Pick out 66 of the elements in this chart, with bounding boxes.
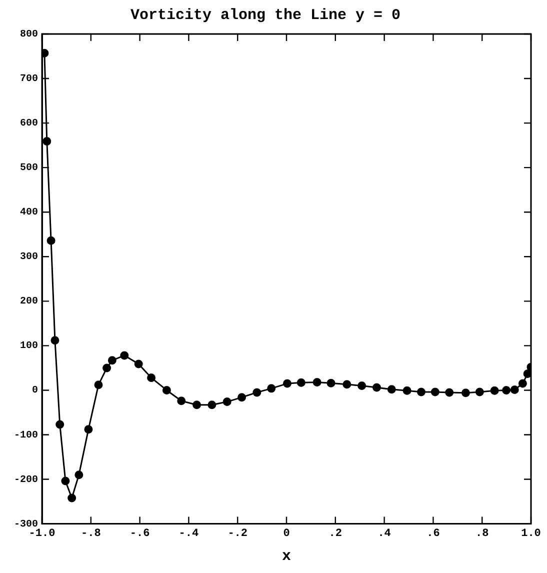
point xyxy=(192,400,202,410)
point xyxy=(61,476,70,486)
point xyxy=(94,380,103,390)
point xyxy=(208,400,216,410)
point xyxy=(56,420,64,429)
point xyxy=(342,380,352,389)
point xyxy=(518,379,527,388)
x-tick-label: -1.0 xyxy=(28,528,56,540)
y-tick-label: 100 xyxy=(20,341,38,352)
chart-title: Vorticity along the Line y = 0 xyxy=(130,6,401,24)
point xyxy=(475,388,484,396)
y-tick-label: 500 xyxy=(20,163,38,174)
point xyxy=(358,382,366,390)
point xyxy=(50,336,60,345)
x-tick-label: -.6 xyxy=(130,528,150,540)
y-tick-label: 400 xyxy=(20,208,38,219)
point xyxy=(46,236,56,245)
y-tick-label: 800 xyxy=(20,30,38,41)
point xyxy=(372,383,381,392)
point xyxy=(120,351,129,360)
y-tick-label: 600 xyxy=(20,118,38,130)
x-tick-label: -.8 xyxy=(80,528,102,540)
x-tick-label: -.4 xyxy=(178,528,199,540)
point xyxy=(282,379,292,388)
point xyxy=(102,364,112,372)
point xyxy=(387,385,396,394)
point xyxy=(490,386,499,395)
point xyxy=(84,425,93,434)
point xyxy=(42,137,52,146)
y-tick-label: -100 xyxy=(14,430,38,442)
y-tick-label: -200 xyxy=(14,474,38,486)
point xyxy=(326,378,336,388)
y-tick-label: 700 xyxy=(20,74,38,86)
point xyxy=(502,386,511,394)
point xyxy=(147,374,156,382)
point xyxy=(416,388,426,396)
point xyxy=(108,356,116,365)
point xyxy=(461,388,470,398)
point xyxy=(252,388,262,397)
point xyxy=(510,386,519,394)
point xyxy=(222,398,232,406)
x-tick-label: .6 xyxy=(426,528,440,540)
y-tick-label: 0 xyxy=(32,386,38,397)
point xyxy=(162,386,171,394)
y-tick-label: 300 xyxy=(20,252,38,264)
point xyxy=(523,369,531,378)
point xyxy=(445,388,454,397)
x-axis-title: x xyxy=(282,548,292,565)
x-tick-label: .2 xyxy=(328,528,342,540)
point xyxy=(177,396,186,406)
point xyxy=(74,470,84,480)
x-tick-label: 0 xyxy=(283,528,290,540)
point xyxy=(267,384,276,393)
point xyxy=(402,386,412,395)
point xyxy=(312,378,322,386)
point xyxy=(238,393,246,402)
x-tick-label: .4 xyxy=(378,528,392,540)
point xyxy=(296,378,306,387)
x-tick-label: .8 xyxy=(476,528,490,540)
point xyxy=(68,494,76,502)
point xyxy=(430,388,440,396)
point xyxy=(134,360,143,368)
y-tick-label: 200 xyxy=(20,296,38,308)
x-tick-label: -.2 xyxy=(228,528,248,540)
x-tick-label: 1.0 xyxy=(521,528,541,540)
y-tick-label: -300 xyxy=(14,519,38,530)
